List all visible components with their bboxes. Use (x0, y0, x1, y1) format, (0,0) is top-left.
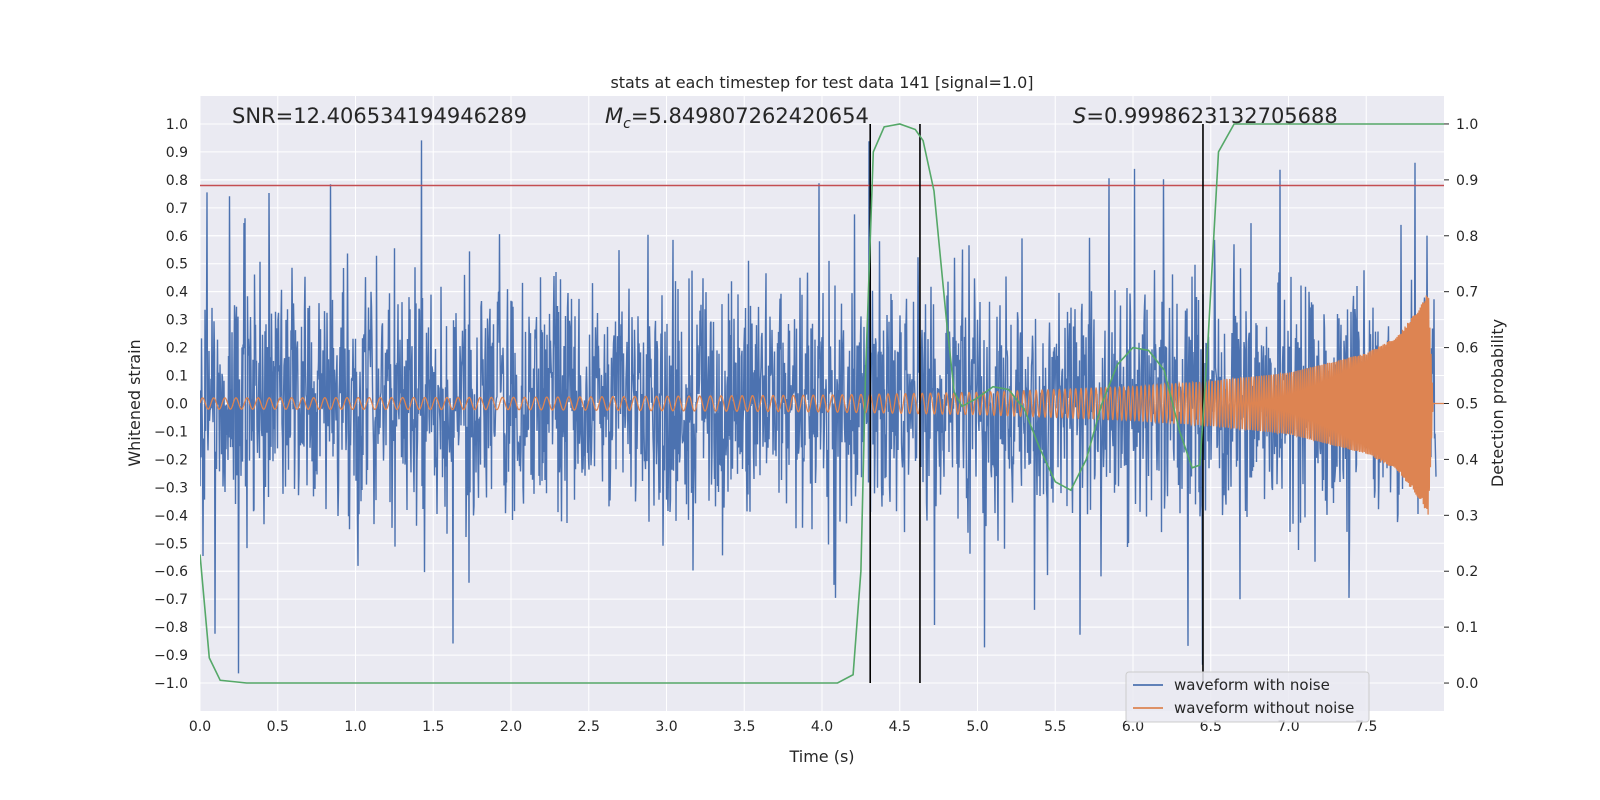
chart-title: stats at each timestep for test data 141… (610, 73, 1033, 92)
x-tick-label: 2.5 (578, 719, 600, 735)
y-tick-label: −0.8 (154, 620, 188, 636)
y-tick-label: 0.4 (166, 285, 188, 301)
x-tick-label: 1.5 (422, 719, 444, 735)
plot-series (200, 123, 1444, 684)
y2-tick-label: 0.1 (1456, 620, 1478, 636)
y-tick-label: 0.8 (166, 173, 188, 189)
y-tick-label: 0.3 (166, 313, 188, 329)
chirp-mass-annotation: Mc=5.849807262420654 (605, 104, 869, 132)
y-tick-label: 0.2 (166, 341, 188, 357)
score-annotation: S=0.9998623132705688 (1073, 104, 1338, 128)
x-tick-label: 3.0 (655, 719, 677, 735)
x-tick-label: 5.5 (1044, 719, 1066, 735)
y2-tick-label: 0.5 (1456, 397, 1478, 413)
waveform-with-noise-line (200, 140, 1437, 674)
y-tick-label: −0.5 (154, 536, 188, 552)
axes: 0.0 0.5 1.0 1.5 2.0 2.5 3.0 3.5 4.0 4.5 5.0 5.5 6.0 6… (154, 117, 1478, 735)
y2-tick-label: 0.6 (1456, 341, 1478, 357)
detection-probability-line (200, 123, 1444, 684)
x-tick-label: 1.0 (344, 719, 366, 735)
y2-tick-label: 0.0 (1456, 676, 1478, 692)
x-tick-label: 6.0 (1122, 719, 1144, 735)
y-tick-label: −0.6 (154, 564, 188, 580)
x-tick-label: 0.5 (267, 719, 289, 735)
x-tick-label: 6.5 (1200, 719, 1222, 735)
detection-vertical-lines (869, 123, 1204, 684)
x-axis-label: Time (s) (788, 747, 854, 766)
y2-axis-label: Detection probability (1488, 319, 1507, 487)
x-tick-label: 7.0 (1277, 719, 1299, 735)
y-tick-label: 0.0 (166, 397, 188, 413)
y-tick-label: −1.0 (154, 676, 188, 692)
waveform-without-noise-line (200, 295, 1444, 515)
y-tick-label: 0.6 (166, 229, 188, 245)
y2-tick-label: 0.4 (1456, 452, 1478, 468)
y2-tick-label: 0.3 (1456, 508, 1478, 524)
y2-tick-label: 1.0 (1456, 117, 1478, 133)
y-tick-label: −0.3 (154, 480, 188, 496)
legend-label-noise: waveform with noise (1174, 676, 1330, 694)
x-tick-label: 4.0 (811, 719, 833, 735)
x-tick-label: 2.0 (500, 719, 522, 735)
y2-tick-label: 0.9 (1456, 173, 1478, 189)
x-tick-label: 5.0 (966, 719, 988, 735)
legend-box (1125, 671, 1370, 723)
y-tick-label: −0.9 (154, 648, 188, 664)
x-tick-label: 7.5 (1355, 719, 1377, 735)
y2-tick-label: 0.2 (1456, 564, 1478, 580)
y-tick-label: −0.2 (154, 452, 188, 468)
x-tick-label: 0.0 (189, 719, 211, 735)
y-tick-label: 0.9 (166, 145, 188, 161)
y-tick-label: −0.7 (154, 592, 188, 608)
x-tick-label: 3.5 (733, 719, 755, 735)
snr-annotation: SNR=12.406534194946289 (232, 104, 527, 128)
y-tick-label: 0.5 (166, 257, 188, 273)
y2-tick-label: 0.8 (1456, 229, 1478, 245)
y-tick-label: 0.1 (166, 369, 188, 385)
legend-label-signal: waveform without noise (1174, 699, 1354, 717)
y-tick-label: −0.4 (154, 508, 188, 524)
y-axis-label: Whitened strain (125, 339, 144, 466)
y-tick-label: 1.0 (166, 117, 188, 133)
legend: waveform with noise waveform without noi… (1125, 671, 1370, 723)
x-tick-label: 4.5 (889, 719, 911, 735)
y-tick-label: 0.7 (166, 201, 188, 217)
y2-tick-label: 0.7 (1456, 285, 1478, 301)
y-tick-label: −0.1 (154, 424, 188, 440)
